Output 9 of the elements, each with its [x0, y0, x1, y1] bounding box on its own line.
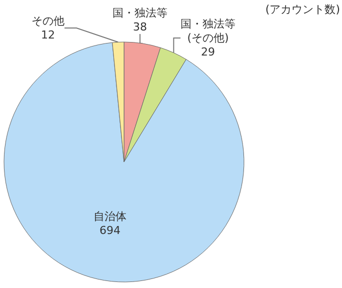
data-label: 29 [201, 46, 215, 58]
data-label: 694 [100, 224, 121, 237]
data-label: 38 [133, 20, 147, 34]
text: (アカウント数) [265, 3, 340, 16]
slice-label: 自治体 [94, 210, 127, 223]
slice-label: 国・独法等 (その他) [180, 18, 236, 44]
slice-label: 国・独法等 [112, 6, 168, 20]
data-label: 12 [41, 28, 55, 42]
slice-label: その他 [32, 14, 64, 28]
